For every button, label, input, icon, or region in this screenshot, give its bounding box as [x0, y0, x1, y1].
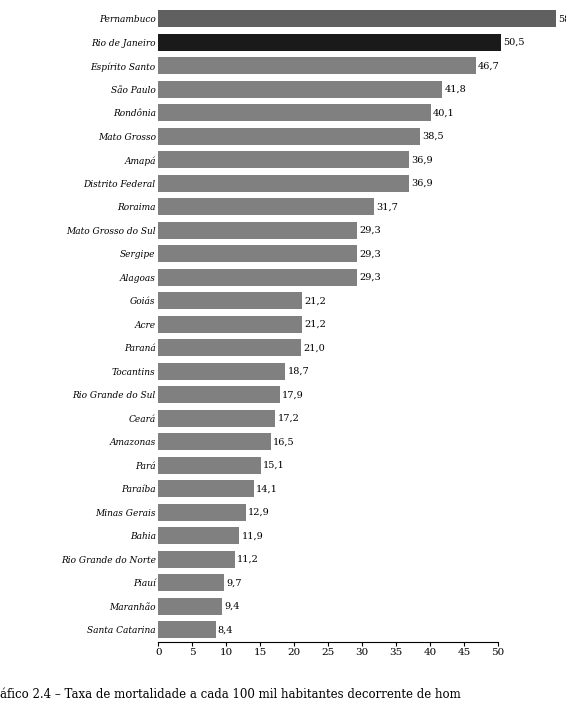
Text: 12,9: 12,9 [248, 508, 270, 517]
Text: 21,2: 21,2 [305, 320, 327, 329]
Bar [158, 339, 301, 356]
Text: 29,3: 29,3 [359, 250, 381, 258]
Text: 16,5: 16,5 [273, 437, 294, 446]
Text: 9,7: 9,7 [226, 578, 242, 587]
Text: 21,2: 21,2 [305, 296, 327, 305]
Text: 58,5: 58,5 [558, 14, 566, 23]
Text: 17,2: 17,2 [277, 414, 299, 423]
Text: áfico 2.4 – Taxa de mortalidade a cada 100 mil habitantes decorrente de hom: áfico 2.4 – Taxa de mortalidade a cada 1… [0, 689, 461, 701]
Text: 9,4: 9,4 [224, 602, 240, 611]
Bar [158, 104, 431, 121]
Bar [158, 527, 239, 544]
Bar [158, 457, 261, 474]
Text: 17,9: 17,9 [282, 391, 304, 399]
Bar [158, 57, 475, 74]
Bar [158, 504, 246, 521]
Bar [158, 34, 501, 51]
Bar [158, 128, 420, 145]
Text: 41,8: 41,8 [444, 85, 466, 94]
Text: 40,1: 40,1 [433, 109, 454, 117]
Text: 15,1: 15,1 [263, 461, 285, 470]
Bar [158, 198, 374, 215]
Bar [158, 480, 254, 497]
Bar [158, 222, 358, 239]
Bar [158, 11, 556, 27]
Bar [158, 293, 302, 309]
Text: 29,3: 29,3 [359, 273, 381, 282]
Bar [158, 386, 280, 403]
Text: 36,9: 36,9 [411, 179, 433, 188]
Bar [158, 410, 275, 427]
Bar [158, 245, 358, 262]
Bar [158, 316, 302, 333]
Text: 36,9: 36,9 [411, 155, 433, 164]
Text: 8,4: 8,4 [217, 625, 233, 634]
Text: 38,5: 38,5 [422, 132, 444, 141]
Text: 21,0: 21,0 [303, 343, 325, 352]
Text: 46,7: 46,7 [478, 61, 499, 70]
Text: 11,2: 11,2 [237, 555, 259, 564]
Bar [158, 575, 224, 591]
Bar [158, 598, 222, 615]
Bar [158, 175, 409, 192]
Bar [158, 269, 358, 286]
Bar [158, 81, 443, 98]
Bar [158, 363, 285, 380]
Text: 14,1: 14,1 [256, 484, 278, 493]
Text: 50,5: 50,5 [504, 38, 525, 47]
Bar [158, 152, 409, 168]
Text: 31,7: 31,7 [376, 202, 398, 212]
Text: 11,9: 11,9 [241, 532, 263, 540]
Bar [158, 434, 271, 450]
Bar [158, 621, 216, 638]
Bar [158, 551, 234, 568]
Text: 18,7: 18,7 [288, 367, 309, 376]
Text: 29,3: 29,3 [359, 226, 381, 235]
